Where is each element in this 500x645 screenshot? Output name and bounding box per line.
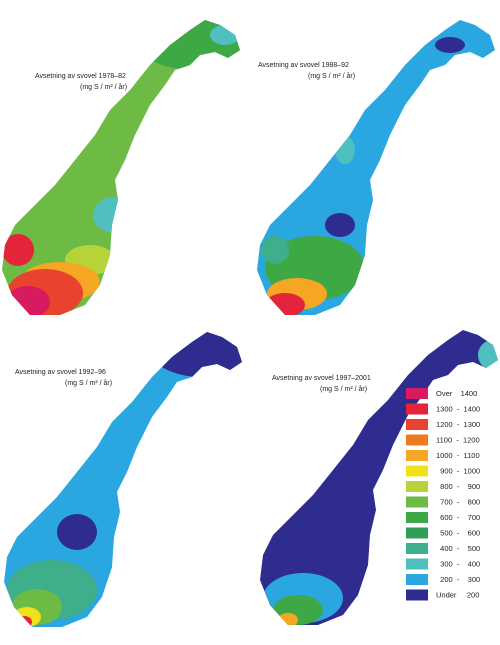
map-title: Avsetning av svovel 1978–82 <box>35 73 126 80</box>
legend-swatch <box>406 450 428 461</box>
legend-swatch <box>406 419 428 430</box>
map-unit: (mg S / m² / år) <box>308 72 355 80</box>
legend-swatch <box>406 403 428 415</box>
legend-label: Under 200 <box>436 590 479 599</box>
legend-swatch <box>406 434 428 446</box>
map-title: Avsetning av svovel 1988–92 <box>258 62 349 69</box>
legend-label: 500 - 600 <box>436 528 480 537</box>
legend-label: Over 1400 <box>436 389 477 398</box>
map-unit: (mg S / m² / år) <box>320 385 367 393</box>
legend-label: 800 - 900 <box>436 482 480 491</box>
legend-label: 400 - 500 <box>436 544 480 553</box>
legend-label: 300 - 400 <box>436 559 480 568</box>
legend-swatch <box>406 465 428 477</box>
legend-label: 600 - 700 <box>436 513 480 522</box>
legend-swatch <box>406 527 428 539</box>
map-title: Avsetning av svovel 1992–96 <box>15 369 106 376</box>
map-unit: (mg S / m² / år) <box>80 83 127 91</box>
map-unit: (mg S / m² / år) <box>65 379 112 387</box>
legend-swatch <box>406 481 428 492</box>
legend-label: 1300 - 1400 <box>436 404 480 413</box>
legend-label: 200 - 300 <box>436 575 480 584</box>
legend-label: 1200 - 1300 <box>436 420 480 429</box>
legend-swatch <box>406 496 428 508</box>
legend-label: 900 - 1000 <box>436 466 480 475</box>
legend-swatch <box>406 574 428 585</box>
map-1988 <box>257 20 495 315</box>
legend-label: 1000 - 1100 <box>436 451 480 460</box>
legend: Over 1400 1300 - 1400 1200 - 1300 1100 - 12… <box>406 388 480 601</box>
legend-swatch <box>406 543 428 554</box>
legend-swatch <box>406 388 428 399</box>
legend-swatch <box>406 589 428 601</box>
legend-label: 1100 - 1200 <box>436 435 480 444</box>
legend-swatch <box>406 558 428 570</box>
legend-label: 700 - 800 <box>436 497 480 506</box>
legend-swatch <box>406 512 428 523</box>
map-1978 <box>2 20 240 315</box>
map-title: Avsetning av svovel 1997–2001 <box>272 375 371 382</box>
